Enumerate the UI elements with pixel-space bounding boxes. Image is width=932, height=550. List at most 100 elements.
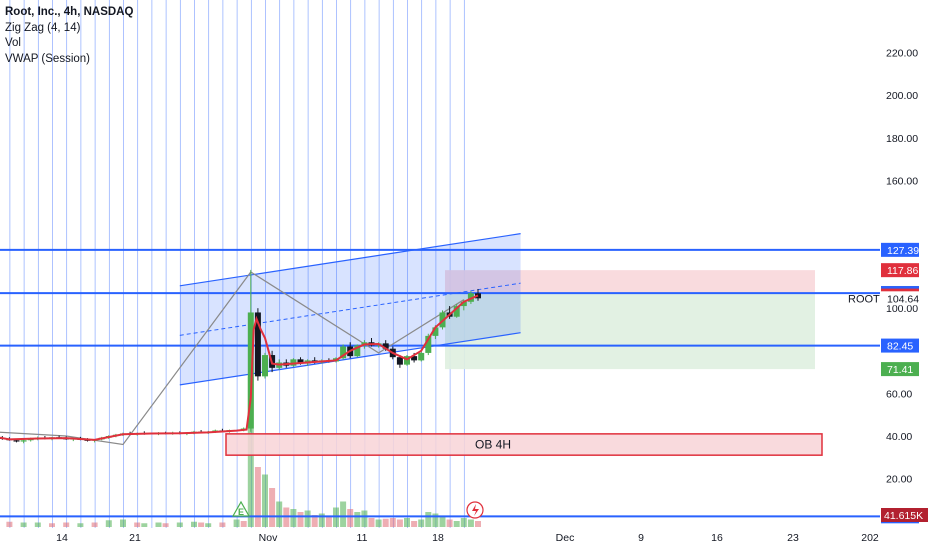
earnings-marker[interactable]: E <box>231 500 251 517</box>
ticker-label: ROOT <box>848 293 880 305</box>
volume-bar <box>354 512 361 527</box>
candle-body <box>13 440 20 442</box>
volume-bar <box>347 509 354 527</box>
price-axis[interactable]: 220.00 200.00 180.00 160.00 100.00 60.00 40.00… <box>880 0 932 528</box>
volume-bar <box>340 501 347 527</box>
candle-body <box>254 312 261 377</box>
order-block-rect[interactable] <box>225 433 823 456</box>
volume-bar <box>368 518 375 527</box>
zigzag-indicator <box>0 271 465 446</box>
volume-bar <box>361 510 368 527</box>
volume-bar <box>276 501 283 527</box>
candle-body <box>382 343 389 349</box>
indicator-volume[interactable]: Vol <box>5 37 21 49</box>
volume-bar <box>389 518 396 527</box>
price-tick-label: 180.00 <box>886 133 918 145</box>
time-tick-label: 202 <box>861 532 879 544</box>
volume-label-text: 41.615K <box>884 510 923 522</box>
price-label-box <box>881 362 919 377</box>
volume-bar <box>77 523 84 527</box>
channel-lower-line[interactable] <box>179 332 521 386</box>
volume-bar <box>20 522 27 527</box>
candle-body <box>432 327 439 336</box>
time-axis[interactable]: 14 21 Nov 11 18 Dec 9 16 23 202 <box>0 528 932 550</box>
volume-bar <box>141 523 148 527</box>
volume-bar <box>475 521 481 527</box>
vwap-polyline <box>0 294 479 441</box>
volume-bar <box>49 523 55 527</box>
price-label-text: 104.64 <box>887 293 919 305</box>
volume-label-box <box>881 508 928 522</box>
price-tick-label: 60.00 <box>886 388 912 400</box>
price-label-box <box>881 263 919 278</box>
time-tick-label: 14 <box>56 532 68 544</box>
candle-body <box>20 440 27 442</box>
symbol-title[interactable]: Root, Inc., 4h, NASDAQ <box>5 6 134 18</box>
volume-bar <box>418 519 425 527</box>
volume-bar <box>375 519 382 527</box>
candle-body <box>354 345 361 357</box>
time-tick-label: 9 <box>638 532 644 544</box>
volume-bar <box>467 519 474 527</box>
volume-bar <box>269 488 276 527</box>
price-label-text: 117.86 <box>887 265 918 277</box>
time-axis-background <box>0 528 932 550</box>
stop-loss-zone[interactable] <box>445 270 815 294</box>
volume-bar <box>262 474 268 527</box>
event-markers[interactable]: E <box>231 500 484 519</box>
volume-bar <box>254 467 261 527</box>
volume-bar <box>453 521 460 527</box>
channel-mid-line <box>179 282 521 336</box>
price-tick-label: 20.00 <box>886 474 912 486</box>
order-block-zone[interactable]: OB 4H <box>225 433 823 456</box>
time-tick-label: Nov <box>259 532 278 544</box>
volume-bar <box>290 509 297 527</box>
candle-body <box>262 355 268 377</box>
position-zones <box>445 270 815 370</box>
candle-body <box>340 346 347 359</box>
price-tick-label: 40.00 <box>886 431 912 443</box>
volume-bar <box>304 510 311 527</box>
indicator-vwap[interactable]: VWAP (Session) <box>5 52 90 65</box>
parallel-channel[interactable] <box>179 233 521 386</box>
price-label-box <box>881 338 919 353</box>
price-tick-label: 160.00 <box>886 175 918 187</box>
take-profit-zone[interactable] <box>445 293 815 370</box>
volume-bar <box>205 523 212 527</box>
zigzag-line <box>0 271 465 446</box>
price-label-text: 82.45 <box>887 341 913 353</box>
candle-body <box>290 359 297 366</box>
time-tick-label: 16 <box>711 532 723 544</box>
dividend-marker[interactable] <box>466 501 484 519</box>
volume-bar <box>411 521 418 527</box>
price-tick-label: 200.00 <box>886 90 918 102</box>
channel-upper-line[interactable] <box>179 233 521 287</box>
candle-body <box>247 312 254 429</box>
time-tick-label: 21 <box>129 532 141 544</box>
volume-bar <box>460 518 467 527</box>
volume-bar <box>425 512 432 527</box>
candle-body <box>418 352 425 361</box>
earnings-icon[interactable] <box>231 500 251 517</box>
volume-bar <box>404 518 410 527</box>
indicator-zigzag[interactable]: Zig Zag (4, 14) <box>5 21 81 34</box>
volume-bar <box>240 521 247 527</box>
volume-bar <box>91 522 98 527</box>
volume-bar <box>134 522 141 527</box>
volume-bar <box>297 512 304 527</box>
candle-body <box>425 335 432 353</box>
volume-bar <box>446 519 453 527</box>
volume-bar <box>6 521 13 527</box>
channel-fill <box>179 233 521 385</box>
price-label-text: 71.41 <box>887 364 913 376</box>
volume-bar <box>155 522 162 527</box>
volume-bar <box>120 519 126 527</box>
ticker-line-label: ROOT <box>848 293 880 305</box>
price-tick-label: 100.00 <box>886 303 918 315</box>
volume-bar <box>63 522 70 527</box>
price-label-box <box>881 242 919 257</box>
volume-bar <box>176 522 183 527</box>
horizontal-levels[interactable] <box>0 248 880 518</box>
earnings-icon-letter: E <box>238 507 244 517</box>
